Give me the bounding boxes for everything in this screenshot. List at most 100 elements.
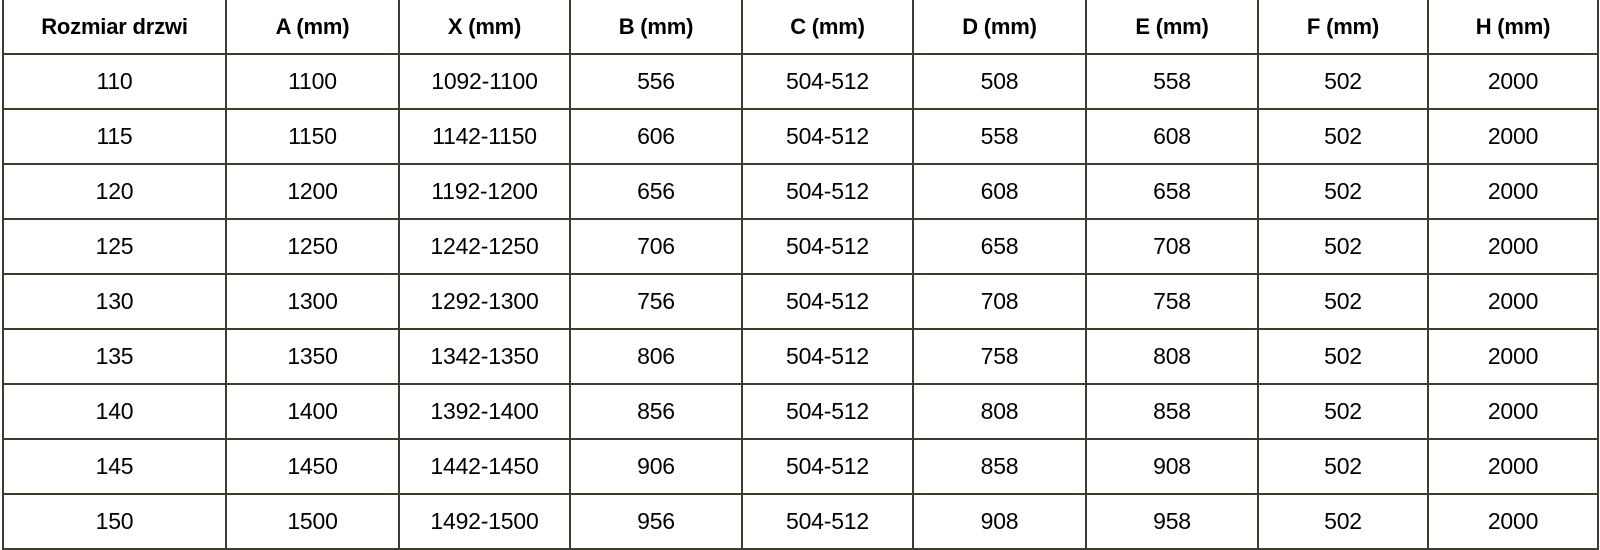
table-cell-e: 958	[1085, 493, 1259, 550]
table-cell-c: 504-512	[741, 163, 914, 220]
table-cell-e: 708	[1085, 218, 1259, 275]
column-header-h: H (mm)	[1427, 0, 1599, 55]
table-cell-d: 908	[912, 493, 1087, 550]
table-cell-d: 508	[912, 53, 1087, 110]
table-cell-size: 145	[2, 438, 227, 495]
table-cell-c: 504-512	[741, 218, 914, 275]
table-cell-x: 1292-1300	[398, 273, 571, 330]
column-header-x: X (mm)	[398, 0, 571, 55]
table-cell-h: 2000	[1427, 493, 1599, 550]
table-cell-a: 1200	[225, 163, 400, 220]
table-cell-d: 758	[912, 328, 1087, 385]
table-row: 150 1500 1492-1500 956 504-512 908 958 502 2000	[2, 493, 1599, 550]
table-cell-x: 1142-1150	[398, 108, 571, 165]
column-header-d: D (mm)	[912, 0, 1087, 55]
column-header-b: B (mm)	[569, 0, 743, 55]
table-cell-d: 608	[912, 163, 1087, 220]
column-header-a: A (mm)	[225, 0, 400, 55]
column-header-c: C (mm)	[741, 0, 914, 55]
table-row: 145 1450 1442-1450 906 504-512 858 908 502 2000	[2, 438, 1599, 495]
table-cell-size: 115	[2, 108, 227, 165]
table-cell-x: 1192-1200	[398, 163, 571, 220]
table-cell-c: 504-512	[741, 493, 914, 550]
table-cell-d: 808	[912, 383, 1087, 440]
table-cell-size: 140	[2, 383, 227, 440]
table-cell-x: 1342-1350	[398, 328, 571, 385]
table-cell-a: 1100	[225, 53, 400, 110]
table-cell-c: 504-512	[741, 328, 914, 385]
table-cell-h: 2000	[1427, 438, 1599, 495]
table-header: Rozmiar drzwi A (mm) X (mm) B (mm) C (mm) D (…	[2, 0, 1599, 55]
table-cell-b: 606	[569, 108, 743, 165]
table-cell-d: 858	[912, 438, 1087, 495]
table-row: 135 1350 1342-1350 806 504-512 758 808 502 2000	[2, 328, 1599, 385]
table-cell-x: 1092-1100	[398, 53, 571, 110]
table-cell-x: 1242-1250	[398, 218, 571, 275]
table-cell-f: 502	[1257, 273, 1429, 330]
table-cell-d: 558	[912, 108, 1087, 165]
table-cell-d: 708	[912, 273, 1087, 330]
table-row: 110 1100 1092-1100 556 504-512 508 558 502 2000	[2, 53, 1599, 110]
table-cell-h: 2000	[1427, 328, 1599, 385]
table-cell-b: 906	[569, 438, 743, 495]
table-cell-size: 110	[2, 53, 227, 110]
table-cell-x: 1442-1450	[398, 438, 571, 495]
table-cell-f: 502	[1257, 108, 1429, 165]
table-row: 130 1300 1292-1300 756 504-512 708 758 502 2000	[2, 273, 1599, 330]
table-cell-f: 502	[1257, 163, 1429, 220]
table-cell-f: 502	[1257, 218, 1429, 275]
table-cell-h: 2000	[1427, 383, 1599, 440]
table-cell-a: 1500	[225, 493, 400, 550]
table-row: 140 1400 1392-1400 856 504-512 808 858 502 2000	[2, 383, 1599, 440]
table-cell-c: 504-512	[741, 53, 914, 110]
table-cell-a: 1150	[225, 108, 400, 165]
table-cell-e: 808	[1085, 328, 1259, 385]
table-cell-h: 2000	[1427, 273, 1599, 330]
table-cell-c: 504-512	[741, 438, 914, 495]
table-cell-size: 125	[2, 218, 227, 275]
table-cell-d: 658	[912, 218, 1087, 275]
table-cell-e: 658	[1085, 163, 1259, 220]
table-cell-c: 504-512	[741, 108, 914, 165]
column-header-f: F (mm)	[1257, 0, 1429, 55]
table-cell-h: 2000	[1427, 53, 1599, 110]
table-cell-x: 1492-1500	[398, 493, 571, 550]
table-cell-a: 1450	[225, 438, 400, 495]
table-cell-b: 656	[569, 163, 743, 220]
table-cell-h: 2000	[1427, 108, 1599, 165]
table-header-row: Rozmiar drzwi A (mm) X (mm) B (mm) C (mm) D (…	[2, 0, 1599, 55]
table-row: 125 1250 1242-1250 706 504-512 658 708 502 2000	[2, 218, 1599, 275]
table-cell-b: 706	[569, 218, 743, 275]
table-cell-e: 558	[1085, 53, 1259, 110]
table-row: 120 1200 1192-1200 656 504-512 608 658 502 2000	[2, 163, 1599, 220]
table-row: 115 1150 1142-1150 606 504-512 558 608 502 2000	[2, 108, 1599, 165]
table-cell-a: 1400	[225, 383, 400, 440]
table-cell-e: 858	[1085, 383, 1259, 440]
table-cell-a: 1350	[225, 328, 400, 385]
table-cell-a: 1300	[225, 273, 400, 330]
table-cell-b: 806	[569, 328, 743, 385]
table-cell-c: 504-512	[741, 273, 914, 330]
table-cell-x: 1392-1400	[398, 383, 571, 440]
table-cell-h: 2000	[1427, 218, 1599, 275]
table-cell-b: 756	[569, 273, 743, 330]
table-cell-size: 130	[2, 273, 227, 330]
table-cell-b: 956	[569, 493, 743, 550]
table-cell-e: 908	[1085, 438, 1259, 495]
table-cell-a: 1250	[225, 218, 400, 275]
table-cell-h: 2000	[1427, 163, 1599, 220]
table-cell-b: 556	[569, 53, 743, 110]
table-cell-f: 502	[1257, 493, 1429, 550]
table-body: 110 1100 1092-1100 556 504-512 508 558 502 2000 1…	[2, 53, 1599, 550]
table-cell-f: 502	[1257, 328, 1429, 385]
table-cell-e: 608	[1085, 108, 1259, 165]
column-header-size: Rozmiar drzwi	[2, 0, 227, 55]
table-cell-f: 502	[1257, 383, 1429, 440]
table-cell-f: 502	[1257, 53, 1429, 110]
table-cell-b: 856	[569, 383, 743, 440]
table-cell-c: 504-512	[741, 383, 914, 440]
column-header-e: E (mm)	[1085, 0, 1259, 55]
table-cell-size: 150	[2, 493, 227, 550]
